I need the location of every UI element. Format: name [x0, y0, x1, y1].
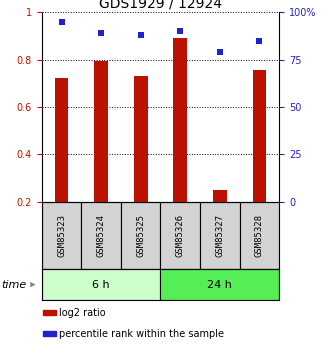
- Title: GDS1929 / 12924: GDS1929 / 12924: [99, 0, 222, 11]
- Bar: [160, 269, 279, 300]
- Point: [257, 38, 262, 43]
- Bar: [81, 202, 121, 269]
- Bar: [43, 310, 56, 315]
- Text: log2 ratio: log2 ratio: [59, 308, 106, 318]
- Text: 6 h: 6 h: [92, 280, 110, 289]
- Text: GSM85324: GSM85324: [97, 214, 106, 257]
- Text: GSM85325: GSM85325: [136, 214, 145, 257]
- Text: percentile rank within the sample: percentile rank within the sample: [59, 329, 224, 339]
- Text: time: time: [2, 280, 27, 289]
- Text: 24 h: 24 h: [207, 280, 232, 289]
- Bar: [213, 190, 227, 202]
- Text: GSM85323: GSM85323: [57, 214, 66, 257]
- Point: [99, 30, 104, 36]
- Point: [217, 49, 222, 55]
- Bar: [173, 38, 187, 202]
- Bar: [200, 202, 240, 269]
- Text: GSM85326: GSM85326: [176, 214, 185, 257]
- Bar: [94, 61, 108, 202]
- Bar: [134, 76, 148, 202]
- Point: [138, 32, 143, 38]
- Text: GSM85328: GSM85328: [255, 214, 264, 257]
- Point: [59, 19, 64, 24]
- Bar: [55, 79, 68, 202]
- Bar: [42, 202, 81, 269]
- Point: [178, 28, 183, 34]
- Bar: [160, 202, 200, 269]
- Bar: [253, 70, 266, 202]
- Bar: [121, 202, 160, 269]
- Bar: [240, 202, 279, 269]
- Bar: [43, 331, 56, 336]
- Text: GSM85327: GSM85327: [215, 214, 224, 257]
- Bar: [42, 269, 160, 300]
